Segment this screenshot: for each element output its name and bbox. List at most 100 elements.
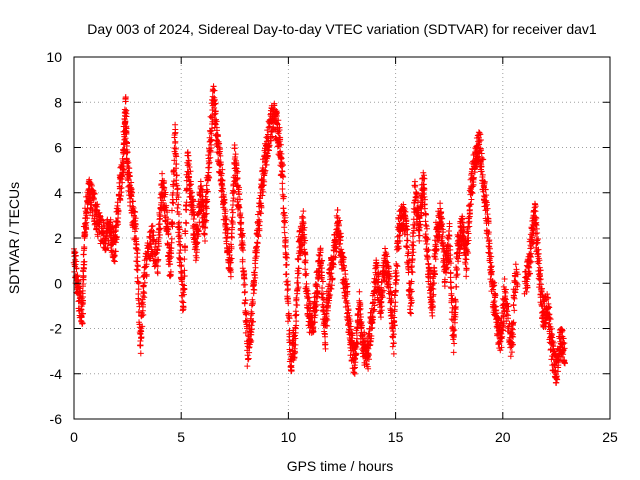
data-point [204,177,211,184]
data-point [455,258,462,265]
data-point [432,250,439,257]
data-point [295,284,302,291]
data-point [532,230,539,237]
data-point [433,247,440,254]
data-point [282,219,289,226]
data-point [508,349,515,356]
data-point [175,223,182,230]
data-point [535,236,542,243]
data-point [527,259,534,266]
data-point [168,250,175,257]
data-point [408,268,415,275]
data-point [230,189,237,196]
data-point [509,341,516,348]
data-point [303,270,310,277]
data-point [175,201,182,208]
data-point [141,279,148,286]
data-point [79,310,86,317]
data-point [288,367,295,374]
data-point [400,204,407,211]
data-point [408,299,415,306]
data-point [133,225,140,232]
data-point [152,250,159,257]
data-point [279,161,286,168]
data-point [150,232,157,239]
data-point [451,327,458,334]
data-point [236,196,243,203]
data-point [79,287,86,294]
data-point [295,265,302,272]
data-point [200,230,207,237]
data-point [546,311,553,318]
data-point [326,281,333,288]
data-point [249,298,256,305]
data-point [193,254,200,261]
data-point [545,311,552,318]
data-point [190,215,197,222]
data-point [423,241,430,248]
data-point [280,173,287,180]
data-point [242,307,249,314]
data-point [294,290,301,297]
data-point [432,256,439,263]
data-point [502,296,509,303]
data-point [80,251,87,258]
data-point [342,267,349,274]
data-point [391,292,398,299]
data-point [325,300,332,307]
data-point [244,352,251,359]
data-point [212,100,219,107]
x-tick-label: 25 [602,429,618,445]
data-point [374,262,381,269]
data-point [536,257,543,264]
data-point [234,168,241,175]
data-point [370,299,377,306]
data-point [470,174,477,181]
data-point [104,244,111,251]
data-point [128,193,135,200]
data-point [346,312,353,319]
data-point [160,199,167,206]
data-point [561,359,568,366]
data-point [183,177,190,184]
data-point [351,369,358,376]
data-point [405,250,412,257]
data-point [219,177,226,184]
data-point [250,290,257,297]
data-point [143,273,150,280]
data-point [211,104,218,111]
data-point [424,254,431,261]
data-point [212,108,219,115]
data-point [395,245,402,252]
data-point [345,306,352,313]
data-point [285,318,292,325]
data-point [134,263,141,270]
data-point [177,235,184,242]
data-point [408,288,415,295]
data-point [357,313,364,320]
data-point [134,254,141,261]
data-point [214,131,221,138]
data-point [390,350,397,357]
data-point [230,195,237,202]
data-point [411,178,418,185]
data-point [208,144,215,151]
data-point [248,337,255,344]
data-point [511,307,518,314]
data-point [220,185,227,192]
data-point [133,241,140,248]
data-point [353,350,360,357]
data-point [318,272,325,279]
data-point [120,166,127,173]
data-point [315,265,322,272]
data-point [217,152,224,159]
data-point [115,208,122,215]
data-point [477,131,484,138]
data-point [293,311,300,318]
data-point [120,167,127,174]
data-point [74,272,81,279]
data-point [282,239,289,246]
data-point [213,124,220,131]
data-point [379,294,386,301]
data-point [280,205,287,212]
